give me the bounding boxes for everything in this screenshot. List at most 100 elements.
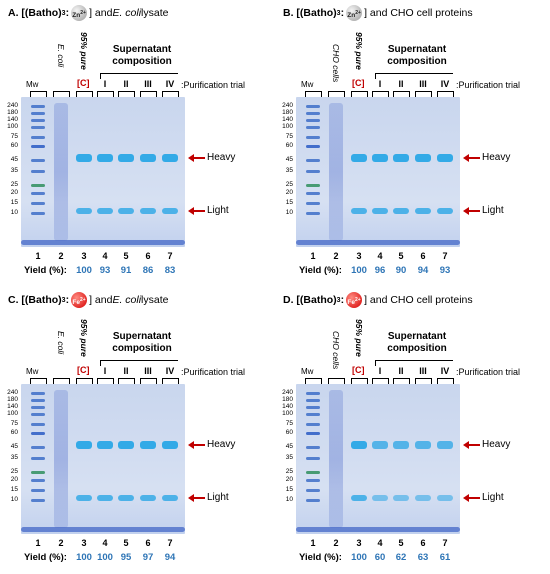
ladder-band	[31, 159, 45, 162]
ladder-band	[31, 457, 45, 460]
gel-image	[296, 384, 460, 534]
title-end: lysate	[141, 7, 169, 19]
lane-bracket	[53, 91, 70, 97]
light-chain-band	[118, 495, 134, 501]
heavy-arrow-icon	[188, 154, 194, 162]
mw-tick-label: 75	[285, 133, 293, 140]
mw-tick-label: 45	[285, 156, 293, 163]
mw-tick-label: 25	[285, 468, 293, 475]
gel-image	[21, 97, 185, 247]
heavy-chain-band	[76, 441, 92, 449]
ion-charge: 2+	[355, 10, 361, 16]
mw-tick-label: 10	[285, 496, 293, 503]
ladder-band	[306, 119, 320, 122]
title-batho: [(Batho)	[296, 7, 337, 19]
dye-front	[21, 240, 185, 245]
trial-label-1: I	[378, 79, 382, 89]
lane-bracket	[97, 378, 114, 384]
lane-bracket	[76, 91, 93, 97]
mw-tick-label: 75	[10, 420, 18, 427]
heavy-chain-label: Heavy	[207, 439, 236, 450]
metal-ion-icon: Zn2+	[71, 5, 88, 21]
trial-label-3: III	[419, 79, 427, 89]
light-chain-band	[140, 208, 156, 214]
mw-tick-label: 20	[285, 476, 293, 483]
heavy-chain-band	[393, 441, 409, 449]
ladder-band	[31, 413, 45, 416]
trial-label-4: IV	[165, 366, 175, 376]
trial-label-1: I	[103, 366, 107, 376]
light-arrow-icon	[188, 494, 194, 502]
ladder-band	[306, 392, 320, 395]
metal-ion-icon: Fe2+	[71, 292, 88, 308]
metal-ion-icon: Zn2+	[346, 5, 363, 21]
sample-label: E. coli	[56, 331, 66, 355]
lane-number: 2	[333, 251, 339, 261]
lane-number: 7	[442, 538, 448, 548]
ladder-band	[306, 499, 320, 502]
light-chain-band	[162, 208, 178, 214]
ladder-band	[306, 212, 320, 215]
ladder-band	[306, 145, 320, 148]
lane-bracket	[372, 91, 389, 97]
heavy-chain-band	[140, 441, 156, 449]
title-organism: E. coli	[112, 294, 142, 306]
light-chain-band	[437, 495, 453, 501]
trial-label-2: II	[123, 79, 129, 89]
heavy-arrow-icon	[463, 154, 469, 162]
light-chain-label: Light	[207, 492, 229, 503]
ladder-band	[306, 399, 320, 402]
lane-number: 2	[58, 251, 64, 261]
mw-label: Mw	[26, 367, 39, 376]
light-chain-label: Light	[482, 492, 504, 503]
heavy-chain-band	[372, 441, 388, 449]
lane-number: 3	[356, 251, 362, 261]
light-chain-band	[372, 208, 388, 214]
mw-tick-label: 35	[285, 454, 293, 461]
ladder-band	[31, 145, 45, 148]
ladder-band	[31, 446, 45, 449]
title-batho: [(Batho)	[21, 7, 62, 19]
mw-label: Mw	[301, 367, 314, 376]
lane-number: 6	[420, 251, 426, 261]
ladder-band	[306, 457, 320, 460]
lane-number: 3	[81, 251, 87, 261]
dye-front	[296, 527, 460, 532]
trial-label-3: III	[419, 366, 427, 376]
panel-a: A. [(Batho) 3: Zn2+] and E. coli lysate Mw E…	[0, 0, 275, 287]
ion-charge: 2+	[80, 10, 86, 16]
ladder-band	[306, 159, 320, 162]
ladder-band	[31, 105, 45, 108]
mw-tick-label: 60	[10, 142, 18, 149]
title-sub: 3	[61, 9, 66, 17]
lane-bracket	[305, 378, 322, 384]
lane-bracket	[351, 378, 368, 384]
light-arrow-icon	[463, 207, 469, 215]
lane-number: 7	[167, 538, 173, 548]
dye-front	[21, 527, 185, 532]
light-chain-band	[351, 495, 367, 501]
heavy-arrow-shaft	[468, 157, 480, 159]
lane-bracket	[118, 378, 135, 384]
light-chain-band	[437, 208, 453, 214]
lane-bracket	[437, 91, 454, 97]
light-arrow-shaft	[468, 210, 480, 212]
heavy-arrow-shaft	[193, 444, 205, 446]
yield-value: 60	[374, 552, 386, 563]
heavy-chain-label: Heavy	[207, 152, 236, 163]
lane-number: 6	[420, 538, 426, 548]
light-chain-band	[76, 495, 92, 501]
lane-number: 1	[35, 538, 41, 548]
title-colon: :	[65, 294, 70, 306]
ladder-band	[31, 392, 45, 395]
sample-label: E. coli	[56, 44, 66, 68]
trial-label-2: II	[398, 79, 404, 89]
mw-tick-label: 10	[10, 496, 18, 503]
mw-tick-label: 10	[285, 209, 293, 216]
trial-label-2: II	[398, 366, 404, 376]
lane-bracket	[30, 378, 47, 384]
ladder-band	[31, 136, 45, 139]
heavy-chain-band	[140, 154, 156, 162]
heavy-arrow-shaft	[468, 444, 480, 446]
gel-image	[296, 97, 460, 247]
